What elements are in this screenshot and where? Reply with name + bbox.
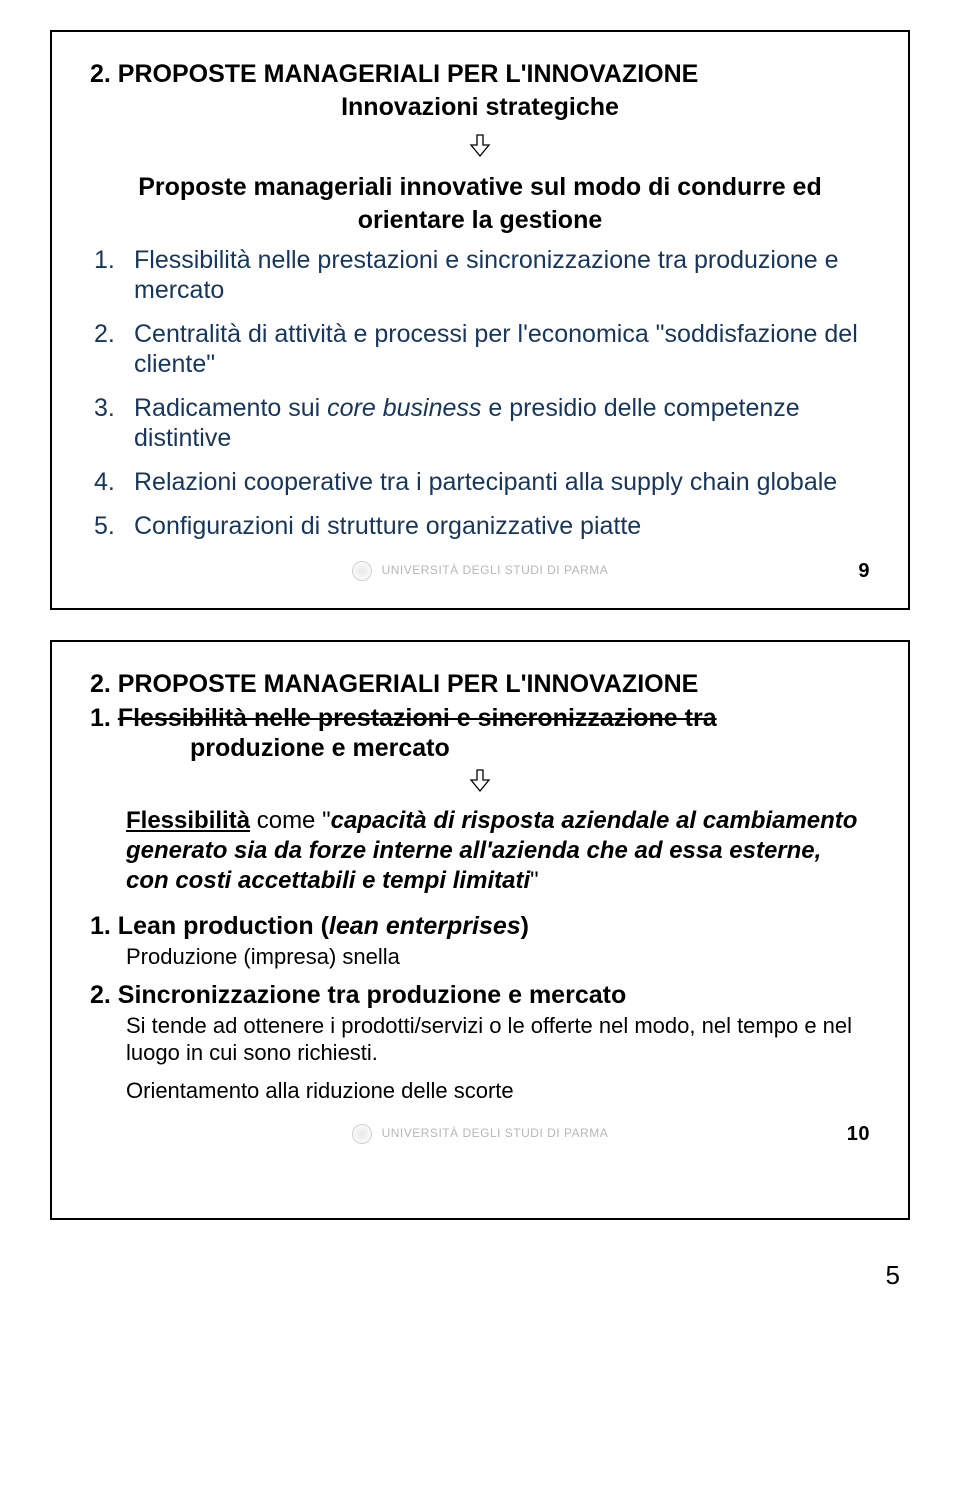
slide2-footer: UNIVERSITÀ DEGLI STUDI DI PARMA 10 bbox=[90, 1124, 870, 1144]
slide2-subheading-strike: 1. Flessibilità nelle prestazioni e sinc… bbox=[90, 703, 870, 734]
slide2-item2-sub1: Si tende ad ottenere i prodotti/servizi … bbox=[126, 1012, 870, 1067]
slide2-item1-sub: Produzione (impresa) snella bbox=[126, 943, 870, 971]
slide1-lead-line2: orientare la gestione bbox=[90, 206, 870, 235]
list-item-prefix: Radicamento sui bbox=[134, 394, 327, 422]
slide1-list: Flessibilità nelle prestazioni e sincron… bbox=[90, 245, 870, 541]
document-page-number: 5 bbox=[0, 1250, 960, 1331]
slide2-subheading-line2: produzione e mercato bbox=[90, 734, 870, 763]
item1-italic: lean enterprises bbox=[329, 912, 521, 940]
strike-text: Flessibilità nelle prestazioni e sincron… bbox=[118, 704, 717, 732]
slide1-page-number: 9 bbox=[858, 560, 870, 583]
slide2-heading: 2. PROPOSTE MANAGERIALI PER L'INNOVAZION… bbox=[90, 670, 870, 699]
slide-2: 2. PROPOSTE MANAGERIALI PER L'INNOVAZION… bbox=[50, 640, 910, 1220]
footer-text: UNIVERSITÀ DEGLI STUDI DI PARMA bbox=[382, 1126, 609, 1140]
down-arrow-icon bbox=[90, 769, 870, 798]
slide1-lead-line1: Proposte manageriali innovative sul modo… bbox=[90, 173, 870, 202]
list-item: Relazioni cooperative tra i partecipanti… bbox=[90, 467, 870, 497]
slide2-item1: 1. Lean production (lean enterprises) bbox=[90, 912, 870, 941]
strike-number: 1. bbox=[90, 704, 111, 732]
slide1-heading: 2. PROPOSTE MANAGERIALI PER L'INNOVAZION… bbox=[90, 60, 870, 89]
university-seal-icon bbox=[352, 1124, 372, 1144]
list-item: Radicamento sui core business e presidio… bbox=[90, 393, 870, 453]
list-item: Centralità di attività e processi per l'… bbox=[90, 319, 870, 379]
flessibilita-term: Flessibilità bbox=[126, 807, 250, 834]
slide1-footer: UNIVERSITÀ DEGLI STUDI DI PARMA 9 bbox=[90, 561, 870, 581]
slide-1: 2. PROPOSTE MANAGERIALI PER L'INNOVAZION… bbox=[50, 30, 910, 610]
down-arrow-icon bbox=[90, 134, 870, 163]
slide2-item2-sub2: Orientamento alla riduzione delle scorte bbox=[126, 1077, 870, 1105]
list-item: Configurazioni di strutture organizzativ… bbox=[90, 511, 870, 541]
footer-text: UNIVERSITÀ DEGLI STUDI DI PARMA bbox=[382, 563, 609, 577]
list-item: Flessibilità nelle prestazioni e sincron… bbox=[90, 245, 870, 305]
para-close: " bbox=[530, 867, 539, 894]
slide2-page-number: 10 bbox=[847, 1123, 870, 1146]
item1-label: 1. Lean production ( bbox=[90, 912, 329, 940]
item1-close: ) bbox=[521, 912, 529, 940]
slide2-definition: Flessibilità come "capacità di risposta … bbox=[126, 806, 870, 896]
para-plain: come " bbox=[250, 807, 331, 834]
university-seal-icon bbox=[352, 561, 372, 581]
slide2-item2: 2. Sincronizzazione tra produzione e mer… bbox=[90, 981, 870, 1010]
slide1-subheading: Innovazioni strategiche bbox=[90, 93, 870, 122]
list-item-italic: core business bbox=[327, 394, 481, 422]
